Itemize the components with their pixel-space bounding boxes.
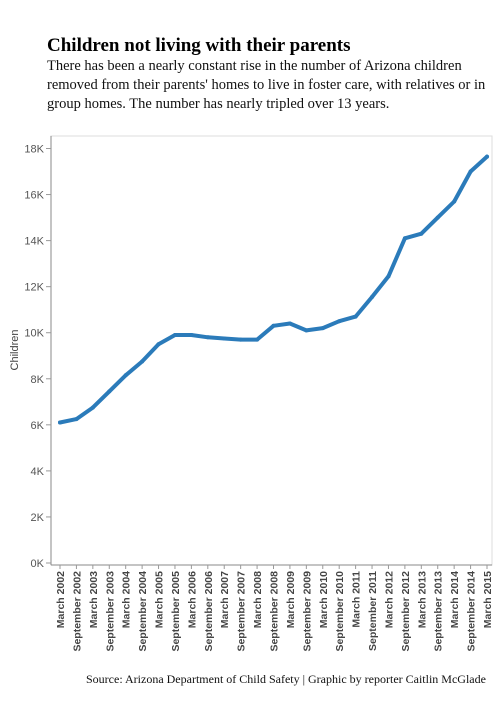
- x-tick-label: September 2011: [367, 571, 379, 651]
- chart-subtitle: There has been a nearly constant rise in…: [47, 58, 486, 112]
- data-point: [156, 342, 161, 347]
- data-point: [353, 314, 358, 319]
- data-point: [402, 236, 407, 241]
- x-tick-label: March 2003: [88, 571, 100, 628]
- data-point: [222, 336, 227, 341]
- y-axis-title: Children: [9, 330, 21, 371]
- x-tick-label: September 2005: [170, 571, 182, 652]
- x-tick-label: March 2011: [351, 571, 363, 628]
- data-point: [205, 335, 210, 340]
- x-tick-label: March 2014: [449, 571, 461, 628]
- data-point: [419, 231, 424, 236]
- x-tick-label: March 2012: [383, 571, 395, 628]
- data-point: [468, 169, 473, 174]
- data-point: [173, 333, 177, 337]
- y-tick-label: 4K: [31, 466, 45, 478]
- x-tick-label: September 2009: [301, 571, 313, 652]
- x-tick-label: March 2007: [219, 571, 231, 628]
- x-tick-label: September 2014: [466, 571, 478, 652]
- x-tick-label: September 2002: [71, 571, 83, 652]
- x-tick-label: September 2004: [137, 571, 149, 652]
- x-tick-label: September 2008: [269, 571, 281, 652]
- data-point: [304, 328, 309, 333]
- data-point: [74, 417, 79, 422]
- data-point: [452, 199, 457, 204]
- data-point: [58, 420, 62, 425]
- y-tick-label: 16K: [24, 190, 44, 202]
- data-point: [140, 359, 145, 364]
- x-tick-label: September 2013: [433, 571, 445, 652]
- data-point: [90, 405, 95, 410]
- data-point: [107, 389, 112, 394]
- data-point: [370, 295, 374, 299]
- chart-title: Children not living with their parents: [47, 35, 351, 56]
- y-tick-label: 2K: [31, 512, 45, 524]
- x-tick-label: March 2010: [318, 571, 330, 628]
- data-point: [271, 323, 276, 328]
- y-tick-label: 10K: [24, 328, 44, 340]
- plot-frame: [50, 135, 493, 566]
- x-tick-label: September 2003: [104, 571, 116, 652]
- x-tick-label: September 2007: [236, 571, 248, 652]
- x-tick-label: March 2008: [252, 571, 264, 628]
- data-point: [337, 319, 342, 324]
- x-tick-label: March 2009: [285, 571, 297, 628]
- data-point: [485, 154, 489, 159]
- y-tick-label: 18K: [24, 144, 44, 156]
- data-point: [287, 321, 292, 326]
- x-tick-label: March 2002: [55, 571, 67, 628]
- x-tick-label: March 2015: [482, 571, 494, 628]
- y-tick-label: 12K: [24, 282, 44, 294]
- y-tick-label: 0K: [31, 558, 45, 570]
- series-line: [58, 154, 489, 425]
- x-tick-label: March 2004: [121, 571, 133, 628]
- y-tick-label: 8K: [31, 374, 45, 386]
- x-tick-label: September 2006: [203, 571, 215, 652]
- data-point: [255, 337, 260, 342]
- source-credit: Source: Arizona Department of Child Safe…: [86, 672, 486, 686]
- x-tick-label: March 2006: [186, 571, 198, 628]
- x-tick-label: September 2012: [400, 571, 412, 652]
- data-point: [435, 215, 440, 220]
- y-tick-label: 14K: [24, 236, 44, 248]
- data-point: [320, 326, 325, 331]
- data-point: [386, 274, 391, 279]
- data-point: [123, 373, 128, 378]
- y-tick-label: 6K: [31, 420, 45, 432]
- x-tick-label: September 2010: [334, 571, 346, 652]
- data-point: [189, 333, 194, 337]
- x-tick-label: March 2013: [416, 571, 428, 628]
- data-point: [238, 337, 243, 342]
- x-tick-label: March 2005: [154, 571, 166, 628]
